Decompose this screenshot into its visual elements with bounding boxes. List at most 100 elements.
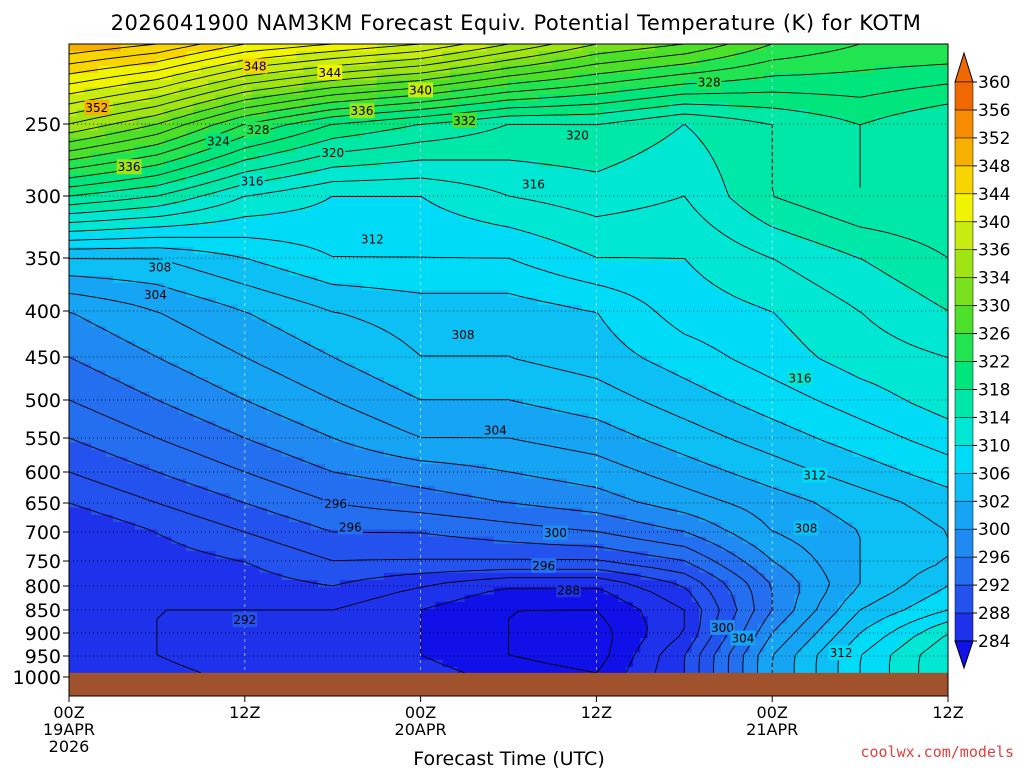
- field-cell: [896, 65, 905, 74]
- field-cell: [120, 275, 129, 284]
- field-cell: [742, 217, 751, 226]
- field-cell: [750, 290, 759, 299]
- field-cell: [772, 101, 781, 110]
- field-cell: [383, 203, 392, 212]
- field-cell: [186, 312, 195, 320]
- field-cell: [149, 232, 158, 241]
- field-cell: [178, 181, 187, 190]
- field-cell: [252, 232, 261, 241]
- field-cell: [149, 94, 158, 103]
- field-cell: [882, 297, 890, 306]
- field-cell: [296, 58, 304, 67]
- field-cell: [794, 246, 803, 255]
- field-cell: [545, 72, 554, 81]
- field-cell: [435, 123, 444, 132]
- field-cell: [633, 333, 641, 342]
- field-cell: [545, 174, 554, 183]
- field-cell: [266, 319, 275, 328]
- field-cell: [676, 188, 685, 197]
- field-cell: [655, 159, 663, 168]
- field-cell: [933, 130, 942, 139]
- field-cell: [764, 138, 773, 147]
- field-cell: [347, 333, 356, 342]
- field-cell: [391, 167, 400, 175]
- field-cell: [896, 188, 905, 197]
- field-cell: [625, 123, 634, 132]
- field-cell: [552, 239, 561, 248]
- field-cell: [676, 130, 685, 139]
- field-cell: [559, 130, 568, 139]
- field-cell: [471, 159, 480, 168]
- field-cell: [354, 275, 363, 284]
- field-cell: [237, 268, 246, 277]
- field-cell: [713, 312, 722, 320]
- field-cell: [222, 304, 231, 313]
- field-cell: [574, 203, 583, 212]
- field-cell: [435, 101, 444, 110]
- field-cell: [98, 312, 107, 320]
- field-cell: [237, 65, 246, 74]
- field-cell: [186, 65, 195, 74]
- field-cell: [501, 304, 510, 313]
- field-cell: [134, 152, 143, 161]
- field-cell: [757, 290, 766, 299]
- field-cell: [545, 210, 554, 219]
- field-cell: [713, 290, 722, 299]
- field-cell: [457, 290, 466, 299]
- field-cell: [523, 232, 532, 241]
- field-cell: [501, 268, 510, 277]
- field-cell: [596, 341, 605, 349]
- field-cell: [164, 123, 173, 132]
- field-cell: [845, 239, 854, 248]
- field-cell: [486, 210, 495, 219]
- field-cell: [860, 290, 869, 299]
- field-cell: [581, 304, 590, 313]
- field-cell: [545, 181, 554, 190]
- field-cell: [200, 181, 209, 190]
- field-cell: [178, 203, 187, 212]
- field-cell: [596, 210, 605, 219]
- field-cell: [413, 333, 422, 342]
- field-cell: [757, 167, 766, 175]
- field-cell: [720, 290, 729, 299]
- field-cell: [940, 268, 948, 277]
- field-cell: [332, 312, 341, 320]
- field-cell: [625, 152, 634, 161]
- field-cell: [684, 65, 693, 74]
- field-cell: [515, 232, 524, 241]
- field-cell: [874, 203, 883, 212]
- field-cell: [742, 72, 751, 81]
- field-cell: [156, 167, 165, 175]
- field-cell: [779, 297, 788, 306]
- field-cell: [215, 167, 224, 175]
- field-cell: [618, 333, 627, 342]
- field-cell: [567, 44, 576, 52]
- field-cell: [354, 217, 363, 226]
- field-cell: [801, 290, 810, 299]
- field-cell: [845, 319, 854, 328]
- field-cell: [662, 217, 671, 226]
- field-cell: [860, 246, 869, 255]
- field-cell: [882, 275, 890, 284]
- field-cell: [76, 44, 85, 52]
- field-cell: [633, 51, 641, 60]
- field-cell: [779, 217, 788, 226]
- field-cell: [889, 138, 898, 147]
- field-cell: [611, 312, 619, 320]
- field-cell: [171, 326, 180, 335]
- field-cell: [413, 275, 422, 284]
- field-cell: [398, 44, 407, 52]
- field-cell: [911, 312, 920, 320]
- field-cell: [362, 196, 370, 204]
- field-cell: [581, 58, 590, 67]
- field-cell: [786, 94, 795, 103]
- field-cell: [208, 101, 217, 110]
- field-cell: [83, 319, 92, 328]
- field-cell: [435, 304, 444, 313]
- field-cell: [464, 181, 473, 190]
- field-cell: [435, 87, 444, 96]
- field-cell: [376, 283, 385, 291]
- field-cell: [508, 239, 517, 248]
- field-cell: [274, 72, 283, 81]
- field-cell: [757, 138, 766, 147]
